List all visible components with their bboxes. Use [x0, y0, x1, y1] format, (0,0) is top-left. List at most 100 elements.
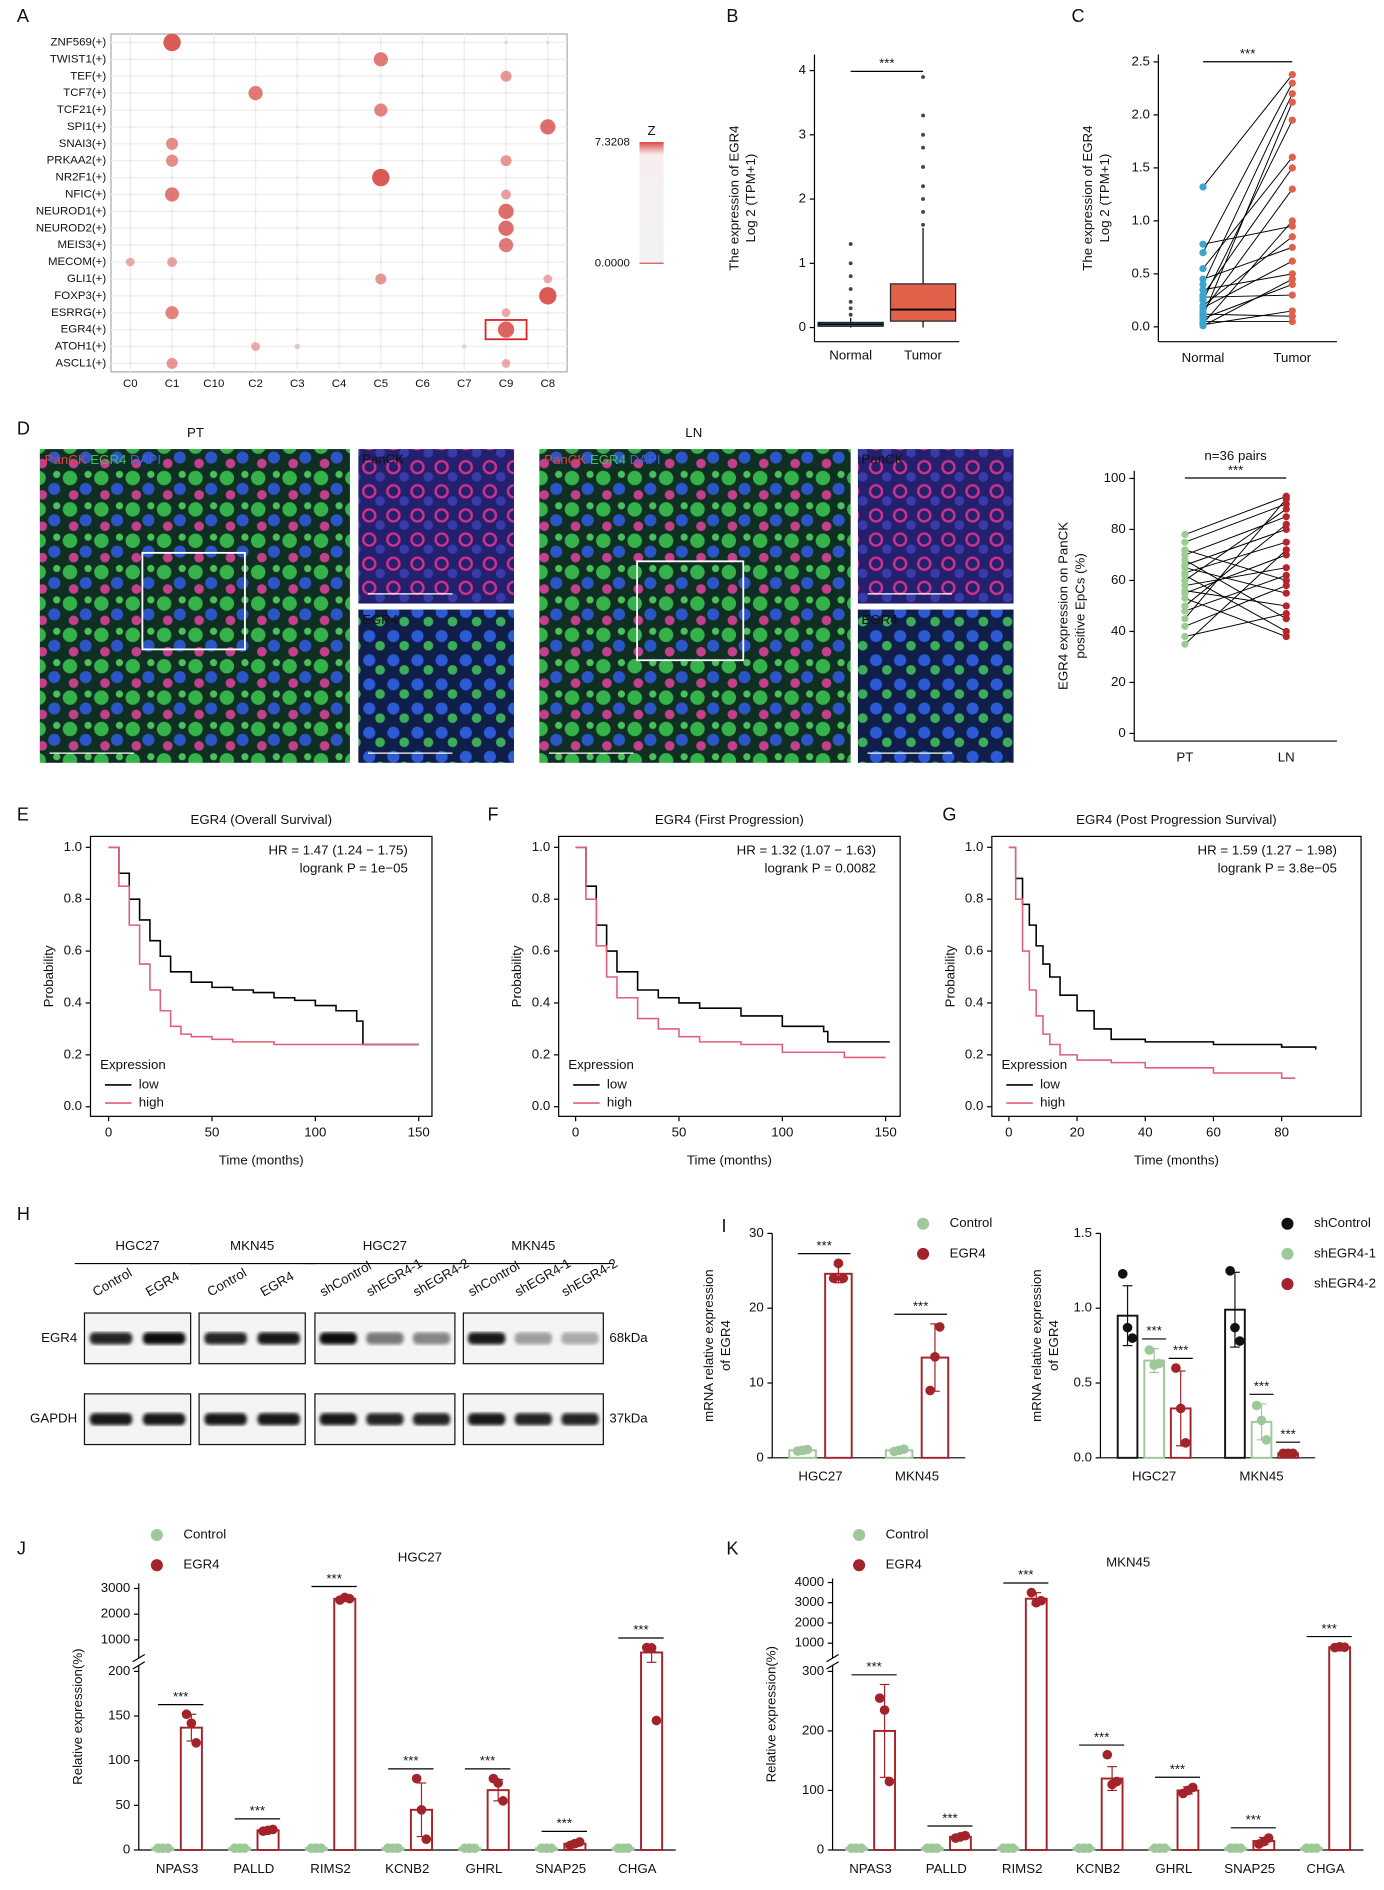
dot: [254, 210, 257, 213]
blot-band: [319, 1413, 357, 1426]
dot: [379, 243, 383, 247]
dot: [170, 125, 174, 129]
legend-marker: [917, 1217, 930, 1230]
dot: [546, 75, 550, 78]
dot: [212, 345, 216, 348]
y-tick-label: 0: [799, 319, 806, 334]
point: [1282, 500, 1290, 508]
point: [1282, 520, 1290, 528]
x-tick-label: 0: [572, 1125, 579, 1140]
dot: [421, 311, 424, 314]
point: [1117, 1268, 1128, 1279]
y-tick-label: 1.0: [1074, 1300, 1092, 1315]
point: [1127, 1333, 1138, 1343]
point: [1181, 571, 1189, 579]
y-tick-label: 0.8: [64, 891, 82, 906]
bar: [640, 1651, 664, 1851]
dot: [546, 176, 550, 179]
point: [623, 1843, 633, 1854]
significance-label: ***: [1228, 462, 1244, 477]
x-tick-label: GHRL: [1155, 1861, 1192, 1876]
legend-marker: [853, 1559, 866, 1572]
outlier: [921, 197, 925, 201]
dot: [539, 287, 557, 305]
point: [1181, 602, 1189, 610]
outlier: [848, 306, 853, 311]
dot: [254, 41, 257, 44]
significance-label: ***: [942, 1810, 958, 1825]
p-text: logrank P = 0.0082: [765, 860, 877, 875]
y-tick-label: 0.4: [965, 994, 983, 1009]
point: [1288, 1448, 1298, 1459]
dot: [463, 362, 466, 365]
dot: [296, 294, 299, 298]
dot: [504, 125, 508, 129]
image-title: LN: [685, 425, 702, 440]
point: [1181, 594, 1189, 602]
legend-label: EGR4: [886, 1557, 922, 1572]
dot: [296, 362, 299, 365]
x-tick-label: MKN45: [895, 1469, 939, 1484]
point: [1311, 1843, 1322, 1854]
dot: [421, 193, 424, 196]
blot-band: [366, 1332, 404, 1345]
dot: [212, 75, 216, 78]
hr-text: HR = 1.59 (1.27 − 1.98): [1198, 842, 1337, 857]
point: [1235, 1843, 1246, 1854]
p-text: logrank P = 1e−05: [300, 860, 408, 875]
significance-label: ***: [1146, 1323, 1162, 1338]
dot: [421, 294, 424, 298]
dot: [296, 91, 299, 95]
dot: [421, 362, 424, 365]
merge-label: PanCK EGR4 DAPI: [45, 451, 161, 466]
outlier: [921, 75, 925, 79]
y-tick-label: 40: [1111, 623, 1126, 638]
dot: [212, 193, 216, 196]
outlier: [848, 287, 853, 291]
significance-label: ***: [816, 1238, 832, 1253]
x-tick-label: 150: [875, 1125, 897, 1140]
point: [1181, 551, 1189, 559]
dot: [421, 142, 424, 146]
dot: [170, 58, 174, 61]
dot: [546, 227, 550, 230]
panel-label: E: [17, 805, 29, 825]
legend-marker: [1281, 1217, 1294, 1230]
outlier: [848, 299, 853, 304]
y-tick-label: 0.0: [1074, 1449, 1092, 1464]
y-tick-label: 0.4: [532, 994, 550, 1009]
dot: [546, 210, 550, 213]
dot: [125, 257, 135, 267]
plot-frame: [89, 835, 433, 1117]
y-axis-label: of EGR4: [718, 1320, 733, 1371]
dot: [129, 193, 132, 196]
point: [1282, 525, 1290, 534]
row-label: SPI1(+): [67, 121, 106, 133]
legend-label: Control: [183, 1527, 226, 1542]
blot-band: [89, 1332, 133, 1345]
point: [1102, 1749, 1113, 1760]
dot: [296, 193, 299, 196]
dot: [337, 260, 341, 264]
y-axis-label: Log 2 (TPM+1): [1097, 154, 1112, 243]
bar: [824, 1272, 853, 1459]
y-tick-label: 2.5: [1131, 53, 1149, 68]
dot: [164, 187, 180, 202]
significance-label: ***: [866, 1659, 882, 1674]
y-tick-label: 10: [749, 1375, 764, 1390]
point: [925, 1385, 935, 1396]
legend-label: low: [607, 1076, 627, 1091]
dot: [166, 154, 179, 167]
highlight-box: [484, 319, 528, 341]
dot: [421, 328, 424, 331]
row-label: ZNF569(+): [50, 36, 106, 48]
point: [268, 1824, 278, 1835]
colorbar-title: Z: [648, 123, 656, 138]
y-tick-label: 2000: [101, 1606, 131, 1621]
dot: [497, 321, 515, 338]
y-tick-label: 0.6: [64, 943, 82, 958]
row-label: EGR4(+): [61, 324, 107, 336]
egr4-image: [358, 609, 515, 763]
point: [802, 1444, 813, 1455]
